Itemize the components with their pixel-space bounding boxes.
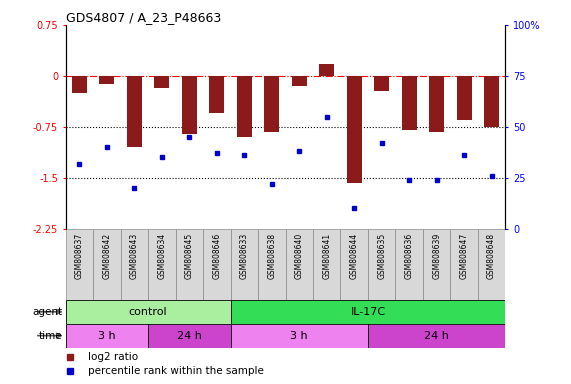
Bar	[395, 229, 423, 300]
Text: IL-17C: IL-17C	[351, 307, 385, 317]
Text: GSM808639: GSM808639	[432, 232, 441, 279]
Text: GSM808643: GSM808643	[130, 232, 139, 279]
Text: log2 ratio: log2 ratio	[88, 352, 138, 362]
Text: percentile rank within the sample: percentile rank within the sample	[88, 366, 264, 376]
Bar	[374, 76, 389, 91]
Text: GSM808647: GSM808647	[460, 232, 469, 279]
Bar	[99, 76, 114, 84]
Text: GSM808645: GSM808645	[185, 232, 194, 279]
Bar	[340, 229, 368, 300]
Bar	[237, 76, 252, 137]
Bar	[401, 76, 417, 130]
Bar	[368, 324, 505, 348]
Bar	[313, 229, 340, 300]
Text: GDS4807 / A_23_P48663: GDS4807 / A_23_P48663	[66, 11, 221, 24]
Text: GSM808636: GSM808636	[405, 232, 413, 279]
Bar	[319, 64, 334, 76]
Bar	[66, 300, 231, 324]
Text: GSM808648: GSM808648	[487, 232, 496, 278]
Bar	[478, 229, 505, 300]
Bar	[264, 76, 279, 132]
Bar	[93, 229, 120, 300]
Bar	[148, 229, 176, 300]
Text: GSM808646: GSM808646	[212, 232, 222, 279]
Bar	[66, 229, 93, 300]
Bar	[347, 76, 362, 183]
Bar	[451, 229, 478, 300]
Text: GSM808637: GSM808637	[75, 232, 84, 279]
Bar	[368, 229, 395, 300]
Text: time: time	[39, 331, 63, 341]
Text: GSM808641: GSM808641	[322, 232, 331, 278]
Text: 3 h: 3 h	[291, 331, 308, 341]
Bar	[176, 229, 203, 300]
Bar	[292, 76, 307, 86]
Bar	[231, 324, 368, 348]
Bar	[182, 76, 197, 134]
Text: control: control	[129, 307, 167, 317]
Text: GSM808640: GSM808640	[295, 232, 304, 279]
Bar	[258, 229, 286, 300]
Bar	[231, 229, 258, 300]
Bar	[231, 300, 505, 324]
Bar	[120, 229, 148, 300]
Text: GSM808644: GSM808644	[349, 232, 359, 279]
Text: 3 h: 3 h	[98, 331, 116, 341]
Bar	[209, 76, 224, 113]
Bar	[203, 229, 231, 300]
Bar	[148, 324, 231, 348]
Bar	[484, 76, 499, 127]
Text: 24 h: 24 h	[177, 331, 202, 341]
Text: GSM808638: GSM808638	[267, 232, 276, 278]
Text: agent: agent	[33, 307, 63, 317]
Bar	[154, 76, 170, 88]
Bar	[429, 76, 444, 132]
Text: GSM808635: GSM808635	[377, 232, 386, 279]
Bar	[457, 76, 472, 120]
Text: GSM808634: GSM808634	[158, 232, 166, 279]
Bar	[286, 229, 313, 300]
Text: GSM808642: GSM808642	[102, 232, 111, 278]
Bar	[423, 229, 451, 300]
Text: GSM808633: GSM808633	[240, 232, 249, 279]
Bar	[127, 76, 142, 147]
Bar	[66, 324, 148, 348]
Text: 24 h: 24 h	[424, 331, 449, 341]
Bar	[72, 76, 87, 93]
